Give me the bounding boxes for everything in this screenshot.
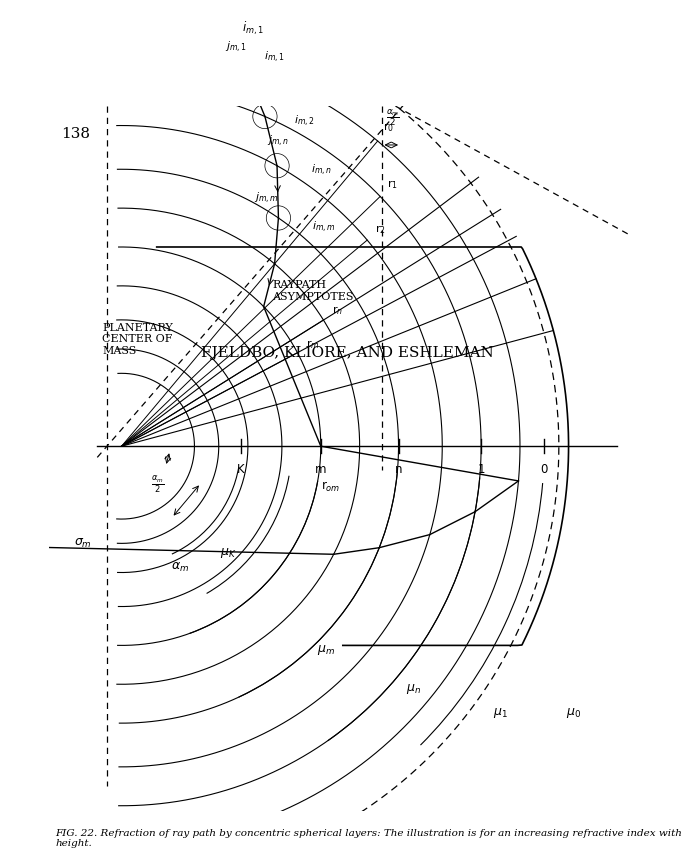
- Text: K: K: [237, 464, 245, 476]
- Text: $j_{m,1}$: $j_{m,1}$: [225, 40, 247, 55]
- Text: $j_{m,n}$: $j_{m,n}$: [268, 134, 290, 149]
- Text: $\mu_0$: $\mu_0$: [566, 706, 581, 721]
- Text: 0: 0: [541, 464, 548, 476]
- Text: r$_2$: r$_2$: [375, 223, 386, 236]
- Text: $i_{m,m}$: $i_{m,m}$: [313, 220, 336, 236]
- Text: $\mu_K$: $\mu_K$: [220, 546, 237, 560]
- Text: $\sigma_m$: $\sigma_m$: [74, 537, 92, 550]
- Text: $i_{m,2}$: $i_{m,2}$: [294, 114, 315, 129]
- Text: $\frac{\alpha_m}{2}$: $\frac{\alpha_m}{2}$: [151, 475, 164, 495]
- Text: r$_n$: r$_n$: [332, 304, 343, 317]
- Text: r$_m$: r$_m$: [306, 338, 319, 351]
- Text: $\alpha_m$: $\alpha_m$: [171, 561, 189, 574]
- Text: r$_0$: r$_0$: [383, 121, 394, 134]
- Text: n: n: [395, 464, 402, 476]
- Text: r$_{om}$: r$_{om}$: [321, 480, 341, 494]
- Text: $i_{m,1}$: $i_{m,1}$: [242, 20, 263, 37]
- Text: RAYPATH
ASYMPTOTES: RAYPATH ASYMPTOTES: [272, 280, 354, 302]
- Text: $\mu_1$: $\mu_1$: [493, 706, 508, 721]
- Text: FJELDBO, KLIORE, AND ESHLEMAN: FJELDBO, KLIORE, AND ESHLEMAN: [201, 346, 494, 359]
- Text: $\mu_n$: $\mu_n$: [406, 682, 420, 696]
- Text: r$_1$: r$_1$: [387, 178, 398, 191]
- Text: 138: 138: [60, 127, 90, 141]
- Text: $\frac{\alpha_m}{2}$: $\frac{\alpha_m}{2}$: [386, 108, 400, 128]
- Text: 1: 1: [477, 464, 485, 476]
- Text: FIG. 22. Refraction of ray path by concentric spherical layers: The illustration: FIG. 22. Refraction of ray path by conce…: [56, 829, 682, 848]
- Text: PLANETARY
CENTER OF
MASS: PLANETARY CENTER OF MASS: [102, 322, 173, 356]
- Text: m: m: [315, 464, 327, 476]
- Text: $i_{m,n}$: $i_{m,n}$: [311, 163, 332, 178]
- Text: $i_{m,1}$: $i_{m,1}$: [264, 50, 285, 65]
- Text: $\mu_m$: $\mu_m$: [317, 643, 335, 657]
- Text: $j_{m,m}$: $j_{m,m}$: [254, 191, 279, 206]
